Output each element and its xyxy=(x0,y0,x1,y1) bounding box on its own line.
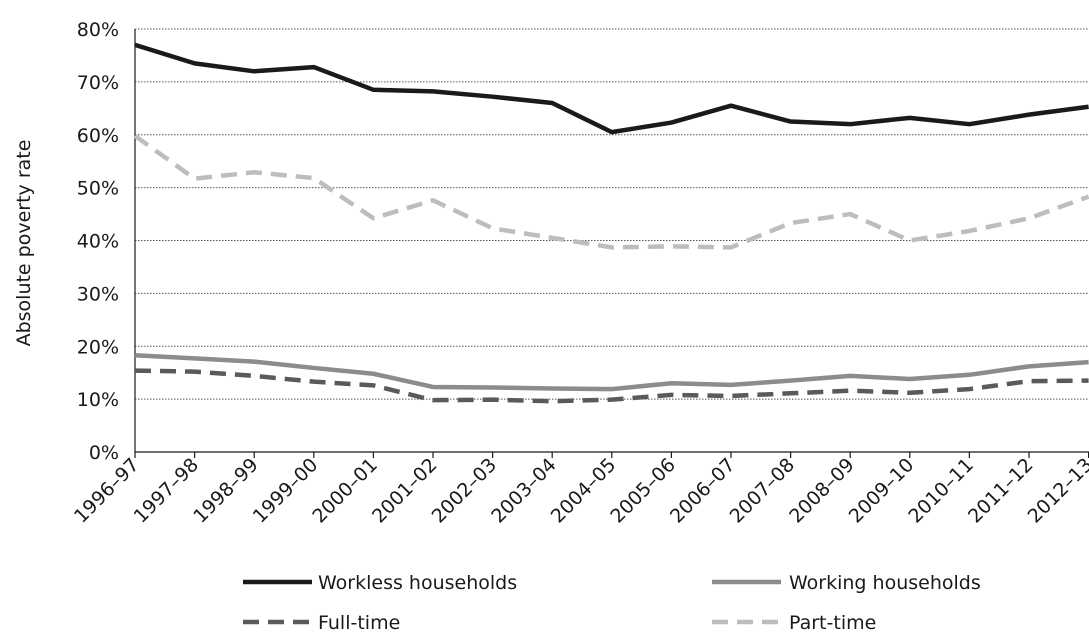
x-tick-label: 1998–99 xyxy=(189,454,263,528)
legend-item-workless-households: Workless households xyxy=(243,572,517,594)
x-tick-label: 1996–97 xyxy=(70,454,144,528)
y-tick-label: 40% xyxy=(77,231,119,253)
series-line-workless-households xyxy=(134,42,1089,135)
series-line-full-time xyxy=(134,368,1089,404)
y-tick-label: 0% xyxy=(89,442,119,464)
legend-label: Full-time xyxy=(318,612,400,634)
x-tick-label: 1997–98 xyxy=(130,454,204,528)
x-tick-label: 2009–10 xyxy=(845,454,919,528)
y-tick-label: 30% xyxy=(77,283,119,305)
legend-item-part-time: Part-time xyxy=(712,612,876,634)
series-line-part-time xyxy=(133,133,1089,250)
legend: Workless households Working households Ful… xyxy=(243,572,981,634)
y-axis-title: Absolute poverty rate xyxy=(13,140,35,347)
x-tick-label: 2011–12 xyxy=(964,454,1038,528)
legend-item-working-households: Working households xyxy=(712,572,981,594)
x-tick-label: 2006–07 xyxy=(666,454,740,528)
legend-label: Part-time xyxy=(789,612,876,634)
y-tick-label: 20% xyxy=(77,336,119,358)
legend-label: Working households xyxy=(789,572,981,594)
y-tick-label: 70% xyxy=(77,72,119,94)
axes xyxy=(134,29,1089,458)
x-tick-label: 2005–06 xyxy=(606,454,680,528)
y-tick-label: 50% xyxy=(77,178,119,200)
x-tick-label: 2002–03 xyxy=(428,454,502,528)
x-tick-label: 2003–04 xyxy=(487,454,561,528)
y-tick-labels: 0% 10% 20% 30% 40% 50% 60% 70% 80% xyxy=(77,19,119,464)
y-tick-label: 80% xyxy=(77,19,119,41)
y-tick-label: 60% xyxy=(77,125,119,147)
x-tick-label: 2000–01 xyxy=(308,454,382,528)
legend-item-full-time: Full-time xyxy=(243,612,400,634)
series-lines xyxy=(133,42,1089,404)
y-tick-label: 10% xyxy=(77,389,119,411)
x-tick-label: 2001–02 xyxy=(368,454,442,528)
x-tick-label: 2012–13 xyxy=(1024,454,1089,528)
gridlines xyxy=(135,28,1089,400)
x-tick-label: 2007–08 xyxy=(726,454,800,528)
x-tick-label: 2008–09 xyxy=(785,454,859,528)
x-tick-label: 2004–05 xyxy=(547,454,621,528)
legend-label: Workless households xyxy=(318,572,517,594)
x-tick-labels: 1996–971997–981998–991999–002000–012001–… xyxy=(70,454,1089,528)
x-tick-label: 2010–11 xyxy=(904,454,978,528)
series-line-working-households xyxy=(134,352,1089,392)
x-tick-label: 1999–00 xyxy=(249,454,323,528)
